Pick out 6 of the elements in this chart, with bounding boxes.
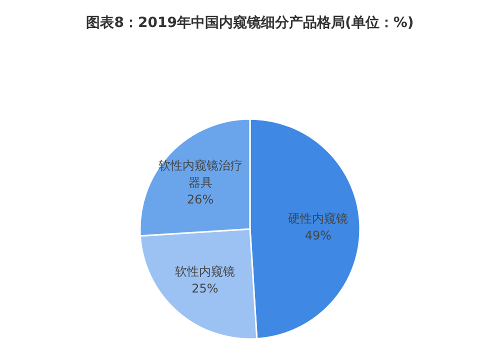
data-label: 25% xyxy=(192,282,218,296)
slice-label: 硬性内窥镜 xyxy=(288,211,348,226)
data-label: 26% xyxy=(186,192,214,206)
chart-title: 图表8：2019年中国内窥镜细分产品格局(单位：%) xyxy=(85,14,415,33)
slice-label: 软性内窥镜 xyxy=(174,264,235,279)
data-label: 49% xyxy=(304,228,332,242)
